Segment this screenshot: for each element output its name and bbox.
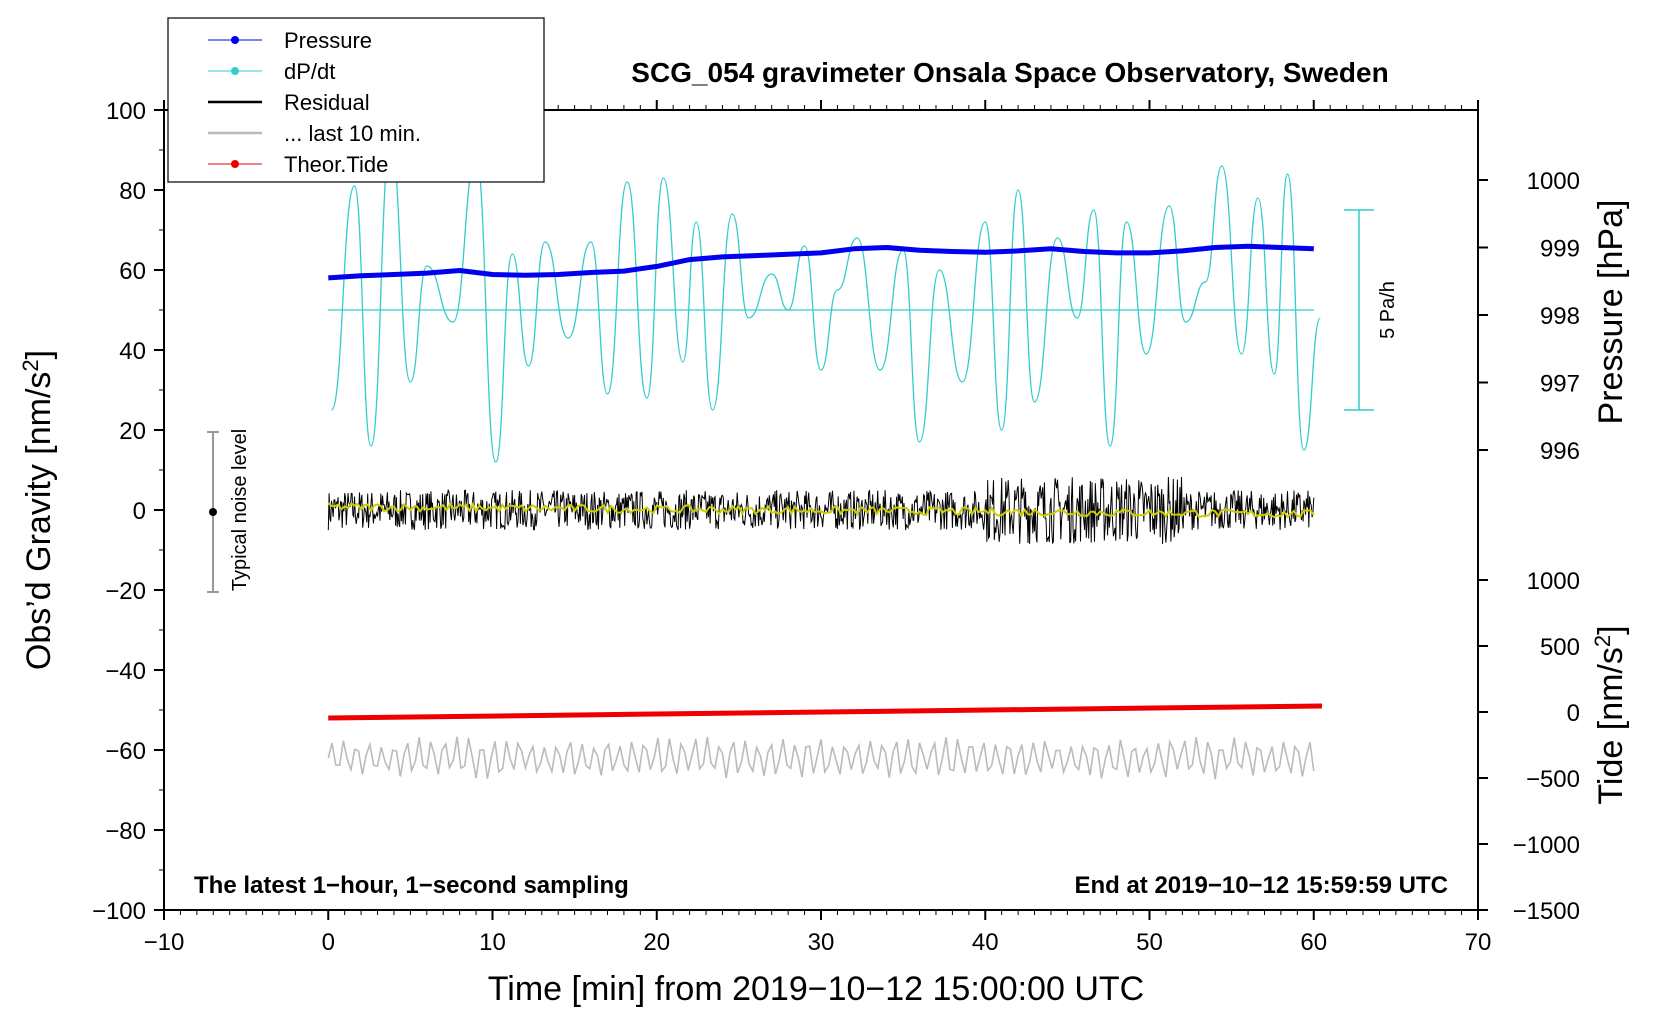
y-axis-pressure: 1000 999 998 997 996 [1478,168,1580,465]
y-tick-label: −60 [105,738,146,765]
tide-title-sup: 2 [1590,635,1615,647]
legend-label: dP/dt [284,59,335,84]
tide-tick-label: 500 [1540,634,1580,661]
pressure-series [328,243,1314,281]
y-tick-label: 20 [119,418,146,445]
annotation-end-time: End at 2019−10−12 15:59:59 UTC [1074,872,1448,899]
y-axis-left-title: Obs’d Gravity [nm/s2] [18,350,58,670]
residual-smoothed-series [327,501,1315,519]
y-left-title-sup: 2 [18,359,43,371]
residual-series [327,476,1315,545]
y-left-title-main: Obs’d Gravity [nm/s [20,372,58,671]
pressure-tick-label: 999 [1540,236,1580,263]
last-10-min-series [327,736,1315,780]
y-axis-pressure-title: Pressure [hPa] [1592,200,1630,425]
pressure-tick-label: 996 [1540,438,1580,465]
tide-tick-label: 1000 [1527,568,1580,595]
legend-label: Pressure [284,28,372,53]
pressure-tick-label: 997 [1540,371,1580,398]
y-axis-left: 100 80 60 40 20 0 −20 −40 −60 −80 −100 [92,98,164,925]
noise-bar-label: Typical noise level [229,429,251,591]
y-tick-label: 40 [119,338,146,365]
legend: Pressure dP/dt Residual ... last 10 min. The… [167,17,545,183]
y-axis-tide-title: Tide [nm/s2] [1590,625,1630,804]
y-left-title-close: ] [20,350,58,359]
legend-label: Theor.Tide [284,152,388,177]
y-tick-label: 60 [119,258,146,285]
x-tick-label: −10 [144,929,185,956]
chart-title: SCG_054 gravimeter Onsala Space Observat… [631,57,1388,88]
series-layer [327,141,1322,780]
tide-tick-label: −1000 [1513,832,1580,859]
legend-marker [231,36,239,44]
x-tick-label: 40 [972,929,999,956]
y-tick-label: −100 [92,898,146,925]
noise-bar: Typical noise level [207,429,251,593]
theor-tide-series [328,703,1322,721]
tide-tick-label: −500 [1526,766,1580,793]
x-axis-title: Time [min] from 2019−10−12 15:00:00 UTC [488,970,1144,1008]
dpdt-series [330,141,1321,463]
pressure-tick-label: 1000 [1527,168,1580,195]
x-tick-label: 0 [322,929,335,956]
y-tick-label: 0 [133,498,146,525]
y-tick-label: −80 [105,818,146,845]
dpdt-scale-bar: 5 Pa/h [1344,209,1399,411]
y-tick-label: 80 [119,178,146,205]
legend-label: ... last 10 min. [284,121,421,146]
legend-marker [231,160,239,168]
y-tick-label: 100 [106,98,146,125]
pressure-tick-label: 998 [1540,303,1580,330]
x-axis: −10 0 10 20 30 40 50 60 70 [144,100,1492,956]
tide-title-close: ] [1592,625,1630,634]
tide-title-main: Tide [nm/s [1592,647,1630,804]
x-tick-label: 10 [479,929,506,956]
y-tick-label: −20 [105,578,146,605]
legend-box [167,17,545,183]
y-tick-label: −40 [105,658,146,685]
tide-tick-label: 0 [1567,700,1580,727]
y-axis-tide: 1000 500 0 −500 −1000 −1500 [1478,568,1580,925]
x-tick-label: 20 [643,929,670,956]
legend-label: Residual [284,90,370,115]
scale-bar-label: 5 Pa/h [1377,281,1399,339]
x-tick-label: 70 [1465,929,1492,956]
x-tick-label: 60 [1300,929,1327,956]
tide-tick-label: −1500 [1513,898,1580,925]
noise-bar-dot [209,508,217,516]
x-tick-label: 50 [1136,929,1163,956]
annotation-sampling: The latest 1−hour, 1−second sampling [194,872,629,899]
legend-marker [231,67,239,75]
x-tick-label: 30 [808,929,835,956]
